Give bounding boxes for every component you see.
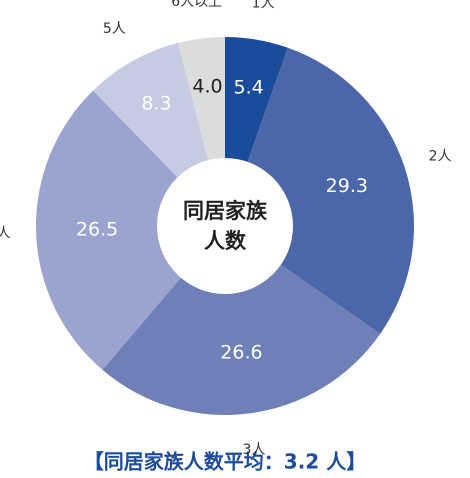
category-label: 5人 (103, 21, 126, 37)
category-label: 1人 (252, 0, 275, 11)
category-label: 2人 (429, 149, 452, 165)
caption: 【同居家族人数平均：3.2 人】 (84, 450, 366, 474)
center-label: 同居家族 (183, 199, 268, 223)
slice (102, 226, 381, 416)
value-label: 8.3 (141, 92, 171, 114)
center-label: 人数 (204, 229, 247, 253)
donut-hole (157, 158, 293, 294)
slice (225, 47, 414, 334)
value-label: 29.3 (326, 175, 368, 197)
category-label: 6人以上 (171, 0, 222, 10)
value-label: 26.5 (76, 219, 118, 241)
category-label: 4人 (0, 225, 11, 241)
slice (35, 90, 225, 370)
category-label: 3人 (243, 442, 266, 458)
value-label: 4.0 (192, 76, 222, 98)
value-label: 5.4 (234, 77, 264, 99)
value-label: 26.6 (220, 341, 262, 363)
